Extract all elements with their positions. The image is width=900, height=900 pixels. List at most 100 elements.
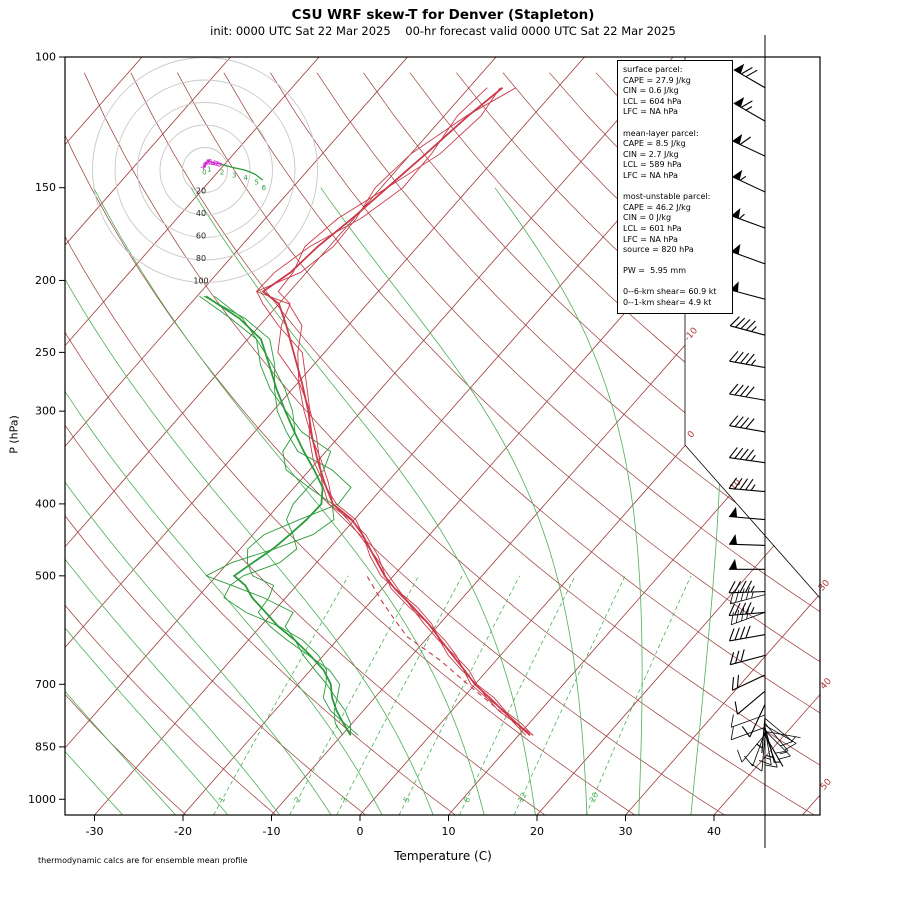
svg-text:3: 3 <box>340 795 350 804</box>
temperature-axis-label: Temperature (C) <box>394 849 492 863</box>
svg-text:1: 1 <box>217 795 227 804</box>
info-box-line <box>623 118 727 129</box>
info-box-line: CAPE = 46.2 J/kg <box>623 202 691 212</box>
wind-barb <box>728 625 766 642</box>
info-box-line: LCL = 601 hPa <box>623 223 682 233</box>
svg-text:80: 80 <box>196 254 206 263</box>
wind-barb <box>730 606 766 626</box>
wind-barb <box>733 97 766 122</box>
svg-text:30: 30 <box>817 578 832 593</box>
wind-barb <box>729 350 766 369</box>
svg-text:0: 0 <box>686 429 697 440</box>
info-box-line: CIN = 2.7 J/kg <box>623 149 679 159</box>
svg-text:40: 40 <box>819 676 834 691</box>
wind-barb <box>732 169 766 193</box>
info-box-line: LCL = 604 hPa <box>623 96 682 106</box>
sounding-profiles <box>199 87 534 736</box>
svg-text:250: 250 <box>35 346 56 359</box>
svg-text:100: 100 <box>193 277 208 286</box>
svg-text:-20: -20 <box>174 825 192 838</box>
svg-text:-30: -30 <box>86 825 104 838</box>
wind-barb <box>733 63 766 89</box>
wind-barb <box>728 580 766 594</box>
svg-text:3: 3 <box>232 172 236 180</box>
svg-text:40: 40 <box>707 825 721 838</box>
svg-text:20: 20 <box>196 187 206 196</box>
wind-barb <box>737 734 766 763</box>
wind-barb <box>730 281 766 300</box>
wind-barb <box>741 704 766 738</box>
wind-barb <box>729 415 766 433</box>
wind-barb <box>731 243 766 265</box>
info-box-line: most-unstable parcel: <box>623 192 711 202</box>
info-box-line: LFC = NA hPa <box>623 234 678 244</box>
wind-barb <box>730 726 766 741</box>
svg-text:0: 0 <box>202 169 206 177</box>
svg-text:0: 0 <box>357 825 364 838</box>
wind-barb <box>750 735 766 772</box>
wind-barb <box>729 506 766 521</box>
svg-text:60: 60 <box>196 232 206 241</box>
svg-text:50: 50 <box>819 777 834 792</box>
svg-text:4: 4 <box>243 174 248 182</box>
info-box-line: PW = 5.95 mm <box>623 266 687 276</box>
pressure-axis-label: P (hPa) <box>7 415 21 454</box>
svg-text:500: 500 <box>35 569 56 582</box>
wind-barb <box>729 649 766 666</box>
svg-text:10: 10 <box>442 825 456 838</box>
wind-barb <box>728 534 766 546</box>
svg-text:12: 12 <box>516 791 529 804</box>
info-box-line: LCL = 589 hPa <box>623 160 682 170</box>
info-box-line: 0--1-km shear= 4.9 kt <box>623 298 712 308</box>
info-box-line: 0--6-km shear= 60.9 kt <box>623 287 717 297</box>
svg-text:2: 2 <box>293 795 303 804</box>
svg-text:5: 5 <box>254 178 258 186</box>
svg-text:40: 40 <box>196 209 206 218</box>
wind-barb <box>729 383 766 401</box>
wind-barb <box>731 208 766 229</box>
svg-text:150: 150 <box>35 181 56 194</box>
parcel-info-box: surface parcel: CAPE = 27.9 J/kg CIN = 0.6… <box>617 60 733 314</box>
svg-text:20: 20 <box>588 791 601 804</box>
svg-text:100: 100 <box>35 51 56 64</box>
info-box-line <box>623 277 727 288</box>
svg-text:5: 5 <box>402 795 412 804</box>
wind-barb <box>728 602 766 617</box>
info-box-line: LFC = NA hPa <box>623 107 678 117</box>
wind-barb <box>729 586 766 605</box>
wind-barb <box>728 477 766 493</box>
wind-barb <box>729 316 766 336</box>
wind-barb <box>731 674 766 691</box>
svg-text:850: 850 <box>35 740 56 753</box>
svg-text:300: 300 <box>35 405 56 418</box>
info-box-line <box>623 182 727 193</box>
wind-barb <box>728 447 766 464</box>
footnote: thermodynamic calcs are for ensemble mea… <box>38 856 248 865</box>
svg-text:6: 6 <box>262 184 267 192</box>
svg-text:400: 400 <box>35 497 56 510</box>
info-box-line: CIN = 0.6 J/kg <box>623 86 679 96</box>
svg-text:200: 200 <box>35 274 56 287</box>
info-box-line: LFC = NA hPa <box>623 170 678 180</box>
wind-barb <box>756 717 766 754</box>
wind-barb <box>730 714 766 728</box>
wind-barb <box>764 730 791 760</box>
svg-text:700: 700 <box>35 678 56 691</box>
svg-text:30: 30 <box>619 825 633 838</box>
svg-text:20: 20 <box>530 825 544 838</box>
chart-subtitle: init: 0000 UTC Sat 22 Mar 2025 00-hr for… <box>210 24 676 38</box>
info-box-line: CAPE = 8.5 J/kg <box>623 139 686 149</box>
info-box-line: surface parcel: <box>623 65 683 74</box>
info-box-line: mean-layer parcel: <box>623 128 699 138</box>
info-box-line: source = 820 hPa <box>623 245 694 255</box>
wind-barb <box>764 730 801 743</box>
svg-text:1: 1 <box>207 166 211 174</box>
info-box-line: CAPE = 27.9 J/kg <box>623 75 691 85</box>
info-box-line: CIN = 0 J/kg <box>623 213 672 223</box>
svg-text:1000: 1000 <box>28 793 56 806</box>
wind-barb <box>732 134 766 157</box>
wind-barb <box>734 690 766 715</box>
chart-title: CSU WRF skew-T for Denver (Stapleton) <box>291 7 595 23</box>
info-box-line <box>623 256 727 267</box>
